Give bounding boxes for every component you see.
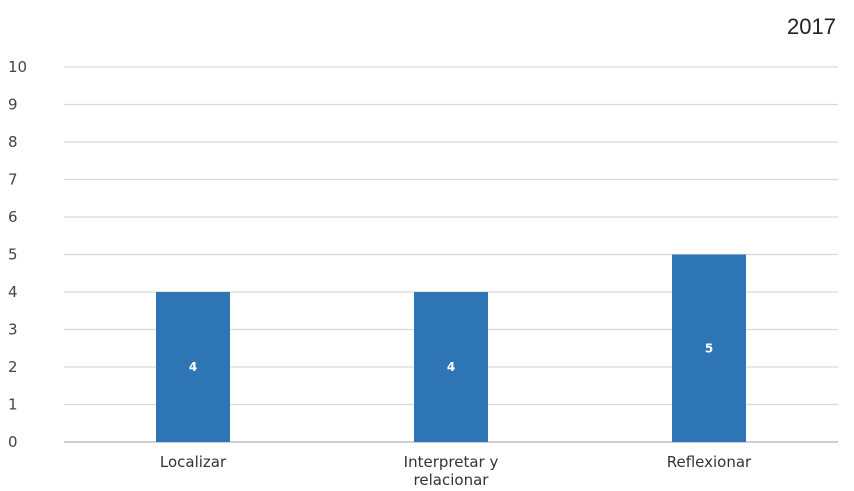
x-axis-categories: Localizar Interpretar y relacionar Reflexio…: [160, 453, 752, 489]
y-tick-label: 3: [8, 321, 18, 339]
y-axis-ticks: 0 1 2 3 4 5 6 7 8 9 10: [8, 58, 27, 451]
bar-value-label: 4: [189, 360, 197, 374]
x-category-label: Reflexionar: [667, 453, 752, 471]
y-tick-label: 1: [8, 396, 18, 414]
y-tick-label: 0: [8, 433, 18, 451]
x-category-label: Localizar: [160, 453, 227, 471]
y-tick-label: 9: [8, 96, 18, 114]
bar-value-label: 5: [705, 341, 713, 355]
bar: [672, 254, 746, 442]
y-tick-label: 6: [8, 208, 18, 226]
y-tick-label: 5: [8, 246, 18, 264]
x-category-label: Interpretar y relacionar: [404, 453, 499, 489]
bar-data-labels: 4 4 5: [189, 341, 713, 374]
bar-value-label: 4: [447, 360, 455, 374]
x-category-label-line: Interpretar y: [404, 453, 499, 471]
y-tick-label: 2: [8, 358, 18, 376]
chart-year-label: 2017: [787, 14, 836, 39]
x-category-label-line: Reflexionar: [667, 453, 752, 471]
bar: [414, 292, 488, 442]
y-tick-label: 8: [8, 133, 18, 151]
y-tick-label: 10: [8, 58, 27, 76]
x-category-label-line: relacionar: [414, 471, 490, 489]
y-tick-label: 4: [8, 283, 18, 301]
x-category-label-line: Localizar: [160, 453, 227, 471]
y-tick-label: 7: [8, 171, 18, 189]
bar: [156, 292, 230, 442]
bars: [156, 254, 746, 442]
